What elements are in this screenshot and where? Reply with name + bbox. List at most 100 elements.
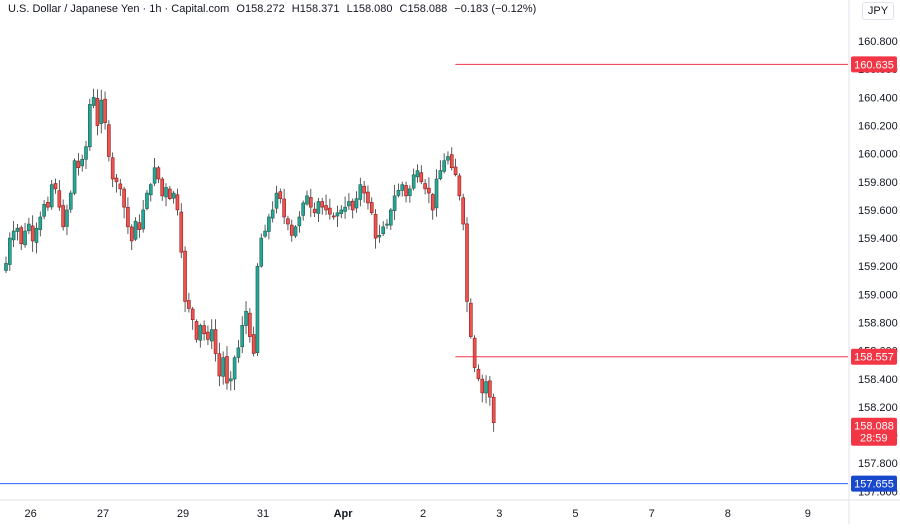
candle-body — [331, 215, 336, 218]
candle-body — [446, 156, 450, 161]
candle-body — [122, 188, 126, 208]
candle-body — [110, 157, 115, 180]
candle-body — [137, 222, 142, 230]
x-tick-label: Apr — [334, 508, 354, 520]
y-tick-label: 158.200 — [858, 402, 898, 414]
candle-body — [248, 312, 252, 337]
candle-body — [34, 227, 39, 243]
candle-body — [423, 183, 427, 190]
candle-body — [480, 378, 485, 394]
candle-body — [449, 154, 454, 169]
candle-body — [194, 321, 199, 340]
candle-body — [168, 188, 172, 199]
price-level-tag — [851, 56, 897, 73]
candle-body — [164, 187, 168, 198]
candle-body — [27, 223, 31, 232]
candle-body — [389, 209, 393, 226]
candle-body — [301, 202, 305, 216]
y-tick-label: 159.200 — [858, 261, 898, 273]
candle-body — [46, 201, 50, 208]
candle-body — [76, 160, 81, 169]
candle-body — [240, 325, 245, 348]
candle-body — [328, 207, 332, 215]
candle-body — [99, 99, 104, 124]
candle-body — [68, 192, 73, 210]
y-tick-label: 157.800 — [858, 458, 898, 470]
candle-body — [392, 195, 397, 211]
y-tick-label: 160.400 — [858, 92, 898, 104]
candle-body — [491, 396, 496, 424]
candle-body — [293, 226, 298, 237]
candle-body — [484, 381, 488, 394]
change-value: −0.183 (−0.12%) — [454, 3, 537, 15]
candle-body — [461, 197, 466, 225]
candle-body — [228, 378, 233, 382]
price-level-tag — [851, 348, 897, 365]
last-price-label: 158.088 — [854, 421, 894, 433]
candle-body — [286, 218, 290, 225]
candle-body — [145, 192, 149, 209]
candle-body — [129, 226, 134, 242]
currency-button[interactable]: JPY — [862, 2, 894, 20]
y-tick-label: 159.000 — [858, 289, 898, 301]
candle-body — [343, 206, 347, 212]
close-label: C — [399, 3, 408, 15]
y-tick-label: 160.200 — [858, 121, 898, 133]
candle-body — [408, 188, 412, 196]
candle-body — [49, 184, 54, 208]
candle-body — [217, 353, 222, 377]
candle-body — [465, 223, 469, 302]
candle-body — [320, 201, 325, 208]
candle-body — [225, 356, 229, 384]
open-label: O — [236, 3, 245, 15]
open-value: 158.272 — [244, 3, 285, 15]
candle-body — [80, 159, 84, 167]
x-tick-label: 5 — [572, 508, 578, 520]
candle-body — [396, 189, 401, 196]
candle-body — [160, 178, 165, 197]
candle-body — [377, 234, 382, 238]
candle-body — [453, 166, 458, 176]
candle-body — [171, 192, 176, 199]
candle-body — [255, 265, 260, 354]
candle-body — [350, 200, 355, 211]
candle-body — [61, 205, 65, 228]
symbol-title: U.S. Dollar / Japanese Yen · 1h · Capita… — [8, 3, 230, 15]
x-tick-label: 29 — [177, 508, 189, 520]
candle-body — [198, 325, 203, 341]
candle-body — [488, 380, 492, 398]
candle-body — [476, 368, 481, 380]
candle-body — [339, 209, 344, 215]
candle-body — [312, 208, 317, 214]
y-tick-label: 159.800 — [858, 177, 898, 189]
y-tick-label: 160.800 — [858, 36, 898, 48]
candle-body — [190, 308, 195, 321]
candle-body — [411, 174, 416, 189]
candle-body — [472, 337, 477, 368]
x-tick-label: 8 — [725, 508, 731, 520]
candle-body — [133, 220, 138, 240]
last-price-tag — [851, 417, 897, 446]
candle-body — [183, 250, 187, 302]
candle-body — [103, 98, 107, 124]
candle-body — [263, 230, 267, 237]
price-level-label: 157.655 — [854, 479, 894, 491]
candle-body — [358, 184, 363, 200]
candle-body — [236, 347, 241, 358]
candle-body — [42, 204, 46, 217]
candle-body — [72, 160, 77, 194]
candle-body — [202, 325, 206, 335]
x-tick-label: 26 — [24, 508, 36, 520]
candle-body — [289, 224, 294, 236]
x-tick-label: 9 — [805, 508, 811, 520]
candle-body — [278, 191, 283, 199]
price-level-tag — [851, 475, 897, 492]
x-tick-label: 3 — [496, 508, 502, 520]
candle-body — [373, 213, 378, 239]
candle-body — [442, 160, 446, 172]
candle-body — [187, 300, 191, 309]
y-tick-label: 159.400 — [858, 233, 898, 245]
y-tick-label: 158.400 — [858, 374, 898, 386]
